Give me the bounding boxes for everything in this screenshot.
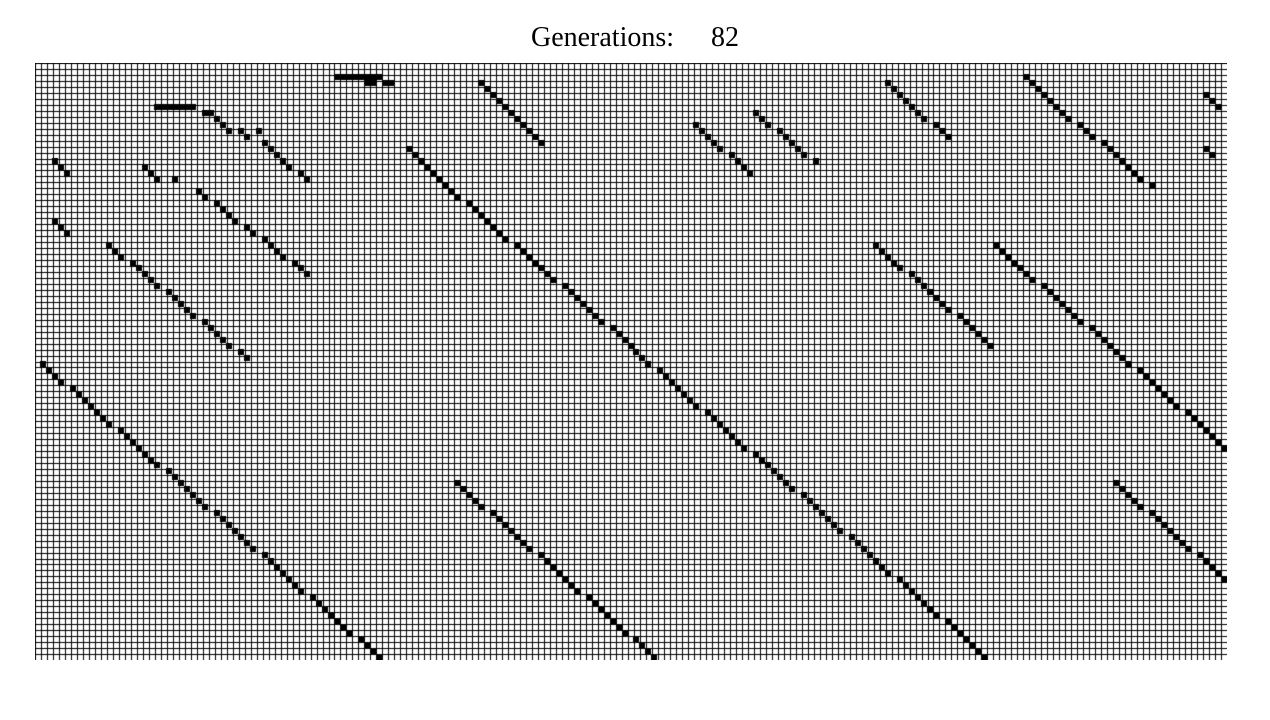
cell-grid-canvas[interactable] [35, 63, 1227, 660]
generation-counter: Generations: 82 [0, 16, 1270, 60]
life-board[interactable] [35, 63, 1227, 660]
generations-label: Generations: [530, 22, 675, 53]
generation-count: 82 [711, 22, 740, 53]
